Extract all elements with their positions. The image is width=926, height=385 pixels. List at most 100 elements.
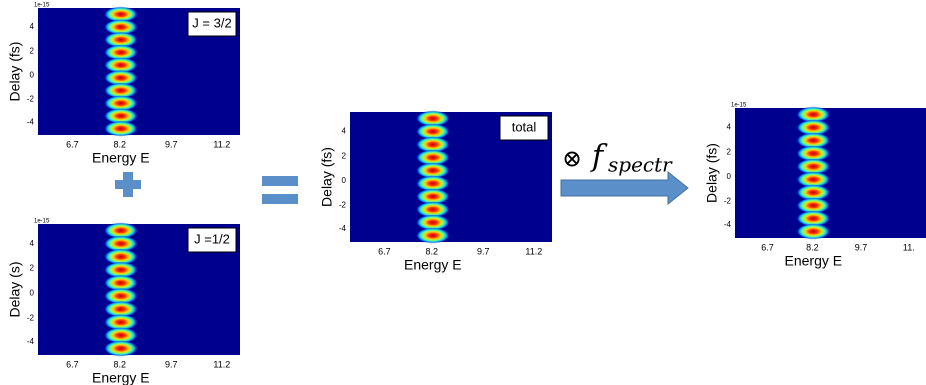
plus-sign — [115, 172, 141, 197]
heatmap-blob — [103, 82, 138, 99]
axis-offset: 1e-15 — [731, 103, 747, 109]
equals-sign — [262, 176, 298, 204]
heatmap-blob — [796, 132, 831, 149]
heatmap-blob — [415, 201, 450, 218]
heatmap-blob — [415, 136, 450, 153]
heatmap-blob — [796, 197, 831, 214]
heatmap-blob — [796, 171, 831, 188]
x-tick-label: 11.2 — [213, 359, 230, 369]
label-box-text: J = 3/2 — [192, 15, 231, 30]
heatmap-blob — [415, 188, 450, 205]
heatmap-blob — [103, 31, 138, 48]
x-tick-label: 8.2 — [114, 359, 127, 369]
y-tick-label: -4 — [724, 220, 732, 229]
heatmap-blob — [103, 274, 138, 292]
heatmap-blob — [796, 158, 831, 175]
y-tick-label: 4 — [30, 22, 35, 31]
label-box-text: J =1/2 — [194, 231, 230, 246]
x-axis-label: Energy E — [92, 370, 150, 385]
y-tick-label: 2 — [727, 147, 732, 156]
y-tick-label: 0 — [342, 176, 347, 185]
x-tick-label: 9.7 — [477, 246, 490, 256]
y-axis-label: Delay (fs) — [7, 42, 23, 102]
y-axis-label: Delay (fs) — [319, 147, 335, 207]
x-tick-label: 8.2 — [114, 139, 127, 149]
heatmap-background — [735, 108, 926, 238]
heatmap-blob — [415, 110, 450, 127]
heatmap-blob — [103, 120, 138, 137]
heatmap-blob — [103, 287, 138, 305]
x-tick-label: 8.2 — [426, 246, 439, 256]
heatmap-blob — [103, 340, 138, 357]
heatmap-blob — [103, 222, 138, 239]
y-tick-label: 4 — [727, 123, 732, 132]
heatmap-blob — [796, 210, 831, 227]
x-tick-label: 11. — [903, 242, 915, 252]
y-tick-label: 0 — [30, 289, 35, 298]
label-box — [187, 11, 237, 37]
x-tick-label: 9.7 — [165, 359, 178, 369]
y-tick-label: 2 — [30, 46, 35, 55]
arrow — [560, 170, 689, 206]
heatmap-blob — [103, 108, 138, 124]
heatmap-blob — [103, 261, 138, 278]
axis-offset: 1e-15 — [34, 219, 50, 225]
heatmap-blob — [103, 44, 138, 61]
heatmap-blob — [415, 123, 450, 140]
panel: 1e-15 4 2 0 -2 -4 6.7 8.2 9.7 11.2 Energy E Delay (… — [7, 219, 240, 385]
panel: 1e-15 4 2 0 -2 -4 6.7 8.2 9.7 11.2 Energy E Delay (… — [7, 3, 240, 166]
heatmap-blob — [796, 223, 831, 240]
y-axis-label: Delay (s) — [7, 261, 23, 317]
heatmap-blob — [103, 301, 138, 318]
y-tick-label: -2 — [27, 313, 35, 322]
heatmap-blob — [103, 6, 138, 23]
y-tick-label: -4 — [27, 117, 35, 126]
label-box — [499, 115, 549, 141]
y-tick-label: 4 — [342, 127, 347, 136]
heatmap-blob — [796, 184, 831, 201]
x-tick-label: 11.2 — [213, 139, 230, 149]
x-tick-label: 6.7 — [761, 242, 774, 252]
y-tick-label: -4 — [339, 224, 347, 233]
x-tick-label: 6.7 — [66, 359, 79, 369]
y-tick-label: 2 — [30, 264, 35, 273]
heatmap-blob — [415, 214, 450, 231]
y-tick-label: -4 — [27, 337, 35, 346]
x-tick-label: 6.7 — [378, 246, 391, 256]
label-box — [187, 227, 237, 253]
x-tick-label: 9.7 — [165, 139, 178, 149]
y-tick-label: -2 — [724, 197, 732, 206]
heatmap-blob — [415, 162, 450, 179]
heatmap-blob — [103, 19, 138, 35]
x-tick-label: 11.2 — [525, 246, 542, 256]
heatmap-blob — [415, 175, 450, 192]
heatmap-blob — [103, 248, 138, 265]
panel: 1e-15 4 2 0 -2 -4 6.7 8.2 9.7 11. Energy E Delay (f… — [704, 103, 926, 269]
heatmap-blob — [103, 95, 138, 112]
operator-function: f — [590, 139, 608, 174]
heatmap-blob — [103, 57, 138, 74]
heatmap-blob — [796, 145, 831, 162]
x-tick-label: 8.2 — [806, 242, 819, 252]
y-axis-label: Delay (fs) — [704, 143, 720, 203]
y-tick-label: -2 — [27, 95, 35, 104]
heatmap-blob — [796, 119, 831, 136]
y-tick-label: 0 — [30, 70, 35, 79]
x-tick-label: 9.7 — [855, 242, 868, 252]
axis-offset: 1e-15 — [34, 3, 50, 9]
heatmap-blob — [796, 106, 831, 123]
x-axis-label: Energy E — [404, 257, 462, 273]
x-axis-label: Energy E — [785, 253, 843, 269]
y-tick-label: 0 — [727, 172, 732, 181]
heatmap-blob — [415, 149, 450, 166]
operator-subscript: spectr — [608, 153, 673, 177]
heatmap-blob — [103, 69, 138, 86]
panel: 4 2 0 -2 -4 6.7 8.2 9.7 11.2 Energy E Delay (fs) to… — [319, 110, 552, 273]
y-tick-label: 4 — [30, 239, 35, 248]
y-tick-label: -2 — [339, 201, 347, 210]
heatmap-blob — [415, 227, 450, 244]
y-tick-label: 2 — [342, 151, 347, 160]
heatmap-blob — [103, 314, 138, 331]
heatmap-blob — [103, 235, 138, 252]
